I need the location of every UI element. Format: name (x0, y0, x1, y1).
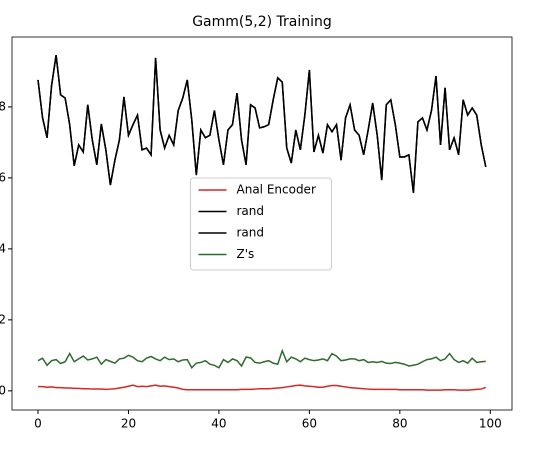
legend-label: rand (237, 226, 265, 240)
legend-label: rand (237, 204, 265, 218)
x-tick-label: 20 (121, 417, 136, 431)
y-tick-label: 0.0 (0, 383, 6, 397)
chart-title: Gamm(5,2) Training (192, 14, 332, 30)
legend-label: Z's (237, 247, 255, 261)
x-tick-label: 100 (479, 417, 502, 431)
x-tick-label: 80 (392, 417, 407, 431)
plot-frame (11, 36, 513, 411)
series-line (37, 54, 487, 193)
x-tick-label: 0 (34, 417, 42, 431)
series-line (38, 384, 487, 391)
y-tick-label: 0.8 (0, 99, 6, 113)
x-tick-label: 60 (302, 417, 317, 431)
legend-box (190, 177, 332, 271)
series-line (37, 348, 486, 370)
series-line (37, 54, 487, 193)
x-tick-label: 40 (211, 417, 226, 431)
legend-label: Anal Encoder (237, 183, 316, 197)
y-tick-label: 0.2 (0, 312, 6, 326)
y-tick-label: 0.6 (0, 170, 6, 184)
y-tick-label: 0.4 (0, 241, 6, 255)
